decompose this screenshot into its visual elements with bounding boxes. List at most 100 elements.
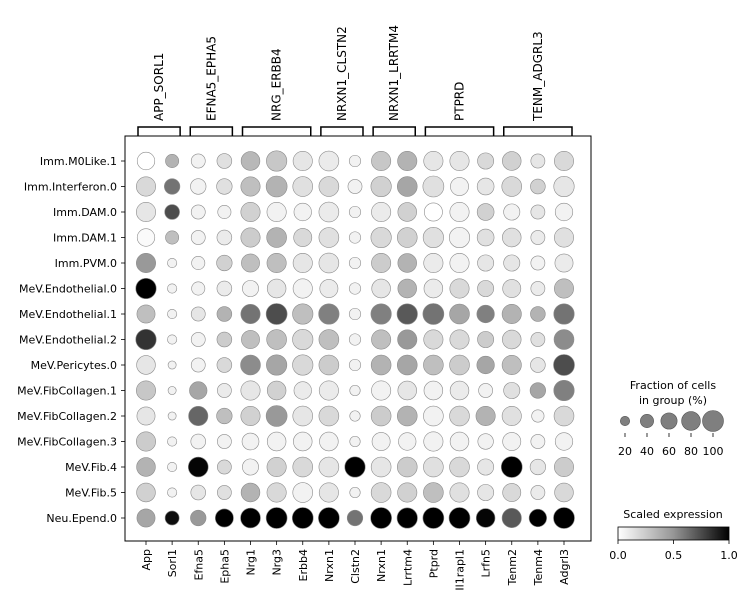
dot-14-13 — [449, 482, 470, 503]
dot-10-15 — [503, 382, 521, 399]
dot-4-11 — [396, 227, 418, 248]
dot-6-13 — [449, 278, 470, 299]
dot-7-14 — [476, 304, 495, 324]
dot-12-13 — [449, 431, 470, 452]
dot-7-8 — [318, 303, 340, 325]
colorbar-tick-label: 1.0 — [720, 549, 738, 562]
dot-9-10 — [370, 354, 392, 376]
column-label: Clstn2 — [349, 549, 362, 584]
dot-10-7 — [293, 381, 312, 400]
dot-3-1 — [136, 202, 156, 222]
dot-1-1 — [136, 151, 156, 171]
dot-7-4 — [216, 306, 233, 322]
dot-2-11 — [396, 176, 418, 197]
dot-10-13 — [449, 380, 470, 401]
column-label: Il1rapl1 — [454, 549, 467, 591]
dot-3-13 — [449, 202, 470, 222]
dot-7-12 — [422, 303, 445, 325]
dot-11-9 — [349, 410, 361, 422]
group-label: APP_SORL1 — [152, 53, 166, 121]
dot-2-14 — [476, 177, 495, 196]
dot-13-3 — [187, 456, 209, 478]
dot-13-2 — [167, 462, 178, 472]
dot-14-15 — [502, 483, 522, 502]
colorbar-tick-label: 0.0 — [609, 549, 627, 562]
dot-4-5 — [240, 227, 261, 248]
dot-10-5 — [240, 380, 261, 401]
row-label: MeV.Fib.5 — [65, 487, 117, 500]
dot-14-4 — [217, 485, 232, 500]
row-label: MeV.FibCollagen.2 — [17, 410, 117, 423]
size-legend-dots: 20 40 60 80 100 — [618, 410, 724, 458]
group-label: TENM_ADGRL3 — [531, 31, 545, 122]
dot-12-1 — [136, 431, 156, 452]
dot-3-16 — [530, 204, 546, 220]
dot-6-6 — [266, 278, 287, 299]
dot-3-9 — [348, 205, 362, 219]
dot-1-13 — [449, 151, 470, 171]
dot-14-17 — [554, 482, 574, 503]
dot-9-17 — [553, 354, 575, 376]
dot-5-16 — [530, 255, 546, 271]
dot-10-9 — [349, 384, 361, 397]
dot-14-10 — [370, 482, 392, 503]
dot-11-6 — [265, 405, 288, 427]
dot-5-9 — [348, 256, 362, 270]
dot-3-4 — [217, 205, 232, 219]
dot-14-2 — [167, 487, 178, 498]
dot-8-5 — [241, 330, 260, 349]
group-bracket — [189, 126, 234, 136]
size-legend-tick-label: 40 — [640, 445, 654, 458]
row-label: Imm.M0Like.1 — [40, 155, 117, 168]
size-legend-dot — [702, 410, 724, 432]
dot-6-5 — [242, 280, 259, 297]
dot-13-15 — [500, 456, 523, 478]
dot-6-11 — [397, 278, 417, 299]
dot-1-14 — [477, 152, 495, 170]
dot-14-14 — [477, 484, 495, 501]
dot-11-8 — [318, 405, 340, 427]
size-legend-dot — [620, 416, 630, 426]
dot-3-3 — [190, 204, 206, 220]
dot-5-15 — [503, 254, 521, 272]
dot-6-1 — [135, 277, 157, 300]
column-label: Sorl1 — [166, 549, 179, 577]
dot-14-9 — [349, 486, 361, 499]
dot-4-15 — [502, 227, 522, 248]
dot-1-11 — [397, 151, 418, 171]
dot-11-11 — [396, 405, 418, 427]
dot-6-9 — [348, 282, 362, 295]
dot-11-3 — [188, 406, 209, 426]
column-label: Tenm2 — [506, 549, 519, 586]
dot-12-11 — [398, 432, 417, 451]
group-label: NRXN1_CLSTN2 — [335, 26, 349, 121]
dot-6-8 — [319, 279, 339, 298]
dot-13-10 — [370, 456, 392, 478]
column-labels: App Sorl1 Efna5 Epha5 Nrg1 Nrg3 Erbb4 Nrxn1 Clst… — [140, 541, 571, 591]
dot-5-17 — [554, 253, 574, 273]
dot-9-13 — [449, 354, 470, 376]
dot-6-10 — [371, 278, 391, 299]
dot-14-5 — [240, 482, 261, 503]
dot-11-16 — [531, 409, 545, 423]
column-label: Tenm4 — [532, 549, 545, 586]
dot-8-3 — [190, 332, 206, 347]
dot-8-8 — [318, 329, 340, 350]
dot-2-5 — [240, 176, 261, 197]
group-bracket — [137, 126, 181, 136]
dot-12-3 — [190, 433, 206, 450]
dot-4-8 — [318, 227, 340, 248]
row-label: MeV.Fib.4 — [65, 461, 117, 474]
dot-3-11 — [397, 202, 417, 222]
dot-11-13 — [449, 405, 470, 427]
dot-3-6 — [266, 202, 287, 222]
dot-7-2 — [167, 309, 178, 319]
dot-12-6 — [266, 431, 287, 452]
dot-10-11 — [397, 380, 417, 401]
dot-13-14 — [477, 458, 495, 476]
size-legend-title-line2: in group (%) — [639, 394, 707, 407]
dot-15-3 — [190, 509, 207, 527]
dot-1-16 — [530, 153, 546, 169]
dot-9-1 — [136, 355, 156, 375]
